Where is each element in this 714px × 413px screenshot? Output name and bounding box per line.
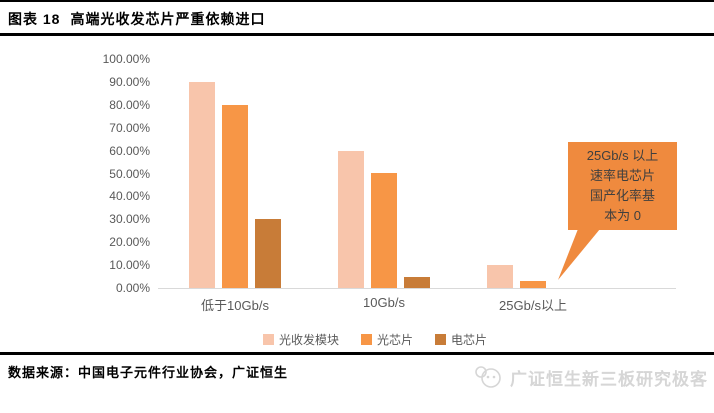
legend-item: 电芯片: [435, 331, 487, 348]
watermark: 广证恒生新三板研究极客: [474, 364, 708, 390]
chart-legend: 光收发模块 光芯片 电芯片: [145, 331, 605, 348]
y-tick-label: 80.00%: [109, 97, 150, 112]
bar-光收发模块-10Gb/s: [338, 151, 364, 288]
legend-item: 光芯片: [360, 331, 413, 348]
annotation-callout: 25Gb/s 以上 速率电芯片 国产化率基 本为 0: [568, 142, 677, 230]
panda-logo-icon: [475, 366, 501, 388]
legend-item: 光收发模块: [262, 331, 339, 348]
y-tick-label: 60.00%: [109, 143, 150, 158]
y-tick-label: 100.00%: [102, 52, 150, 66]
legend-swatch: [262, 334, 274, 345]
legend-swatch: [360, 334, 372, 345]
x-category-label: 25Gb/s以上: [499, 298, 567, 313]
legend-label: 光芯片: [376, 333, 413, 347]
bar-电芯片-低于10Gb/s: [255, 219, 281, 288]
y-tick-label: 90.00%: [109, 74, 150, 89]
footer-divider: [0, 352, 714, 355]
y-tick-label: 70.00%: [109, 120, 150, 135]
x-axis-line: [158, 288, 676, 289]
bar-光收发模块-25Gb/s以上: [487, 265, 513, 288]
data-source-text: 数据来源：中国电子元件行业协会，广证恒生: [8, 365, 289, 380]
figure-title: 高端光收发芯片严重依赖进口: [70, 10, 266, 27]
y-tick-label: 10.00%: [109, 258, 150, 273]
watermark-text: 广证恒生新三板研究极客: [510, 369, 708, 389]
bar-光收发模块-低于10Gb/s: [189, 82, 215, 288]
y-tick-label: 30.00%: [109, 212, 150, 227]
legend-label: 电芯片: [451, 333, 488, 347]
y-tick-label: 0.00%: [115, 281, 150, 295]
legend-swatch: [435, 334, 446, 345]
y-tick-label: 40.00%: [109, 189, 150, 204]
y-tick-label: 20.00%: [109, 235, 150, 250]
y-tick-label: 50.00%: [109, 166, 150, 181]
figure-title-bar: 图表 18 高端光收发芯片严重依赖进口: [0, 0, 714, 36]
figure-label: 图表 18: [8, 10, 61, 27]
x-category-label: 10Gb/s: [363, 295, 405, 310]
bar-光芯片-10Gb/s: [371, 173, 397, 288]
annotation-callout-tail-icon: [558, 229, 600, 280]
bar-光芯片-25Gb/s以上: [520, 281, 546, 288]
x-category-label: 低于10Gb/s: [201, 298, 269, 313]
legend-label: 光收发模块: [278, 333, 339, 347]
bar-电芯片-10Gb/s: [404, 277, 430, 288]
bar-光芯片-低于10Gb/s: [222, 105, 248, 288]
